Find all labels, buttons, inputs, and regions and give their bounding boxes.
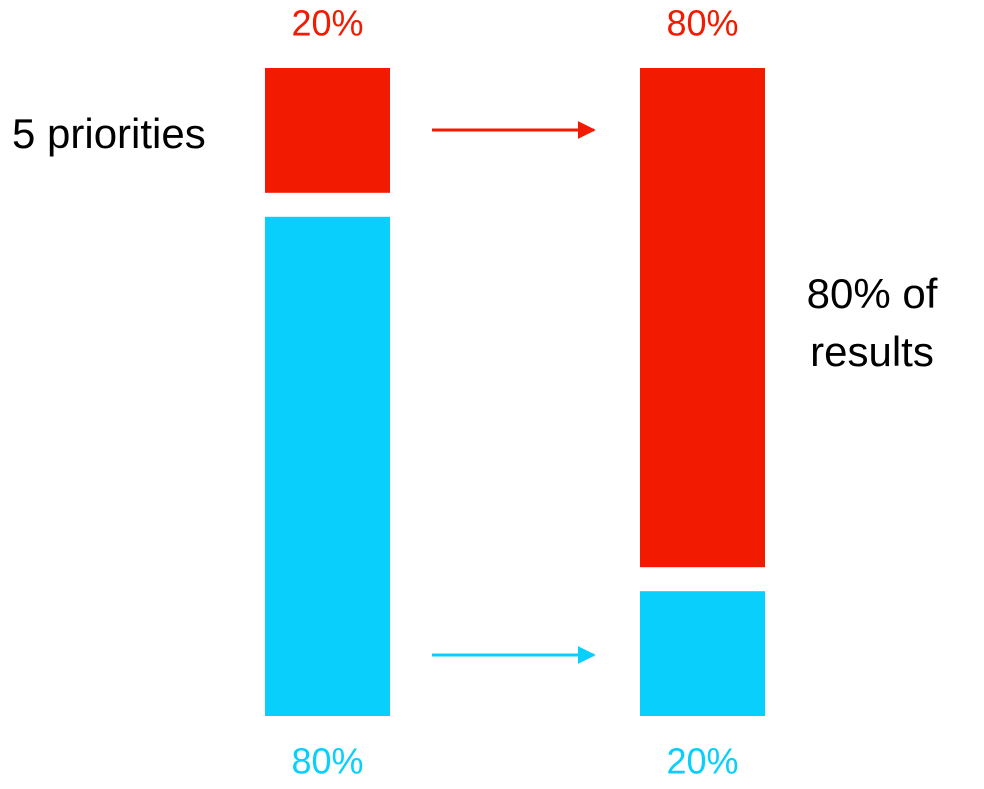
value-label: 80% <box>291 741 363 782</box>
annotation: 80% of <box>807 270 938 317</box>
annotation: 5 priorities <box>12 110 206 157</box>
value-label: 80% <box>666 3 738 44</box>
bar-segment <box>640 68 765 568</box>
annotation: results <box>810 328 934 375</box>
bar-segment <box>265 68 390 193</box>
bar-segment <box>640 591 765 716</box>
bar-segment <box>265 216 390 717</box>
value-label: 20% <box>666 741 738 782</box>
value-label: 20% <box>291 3 363 44</box>
